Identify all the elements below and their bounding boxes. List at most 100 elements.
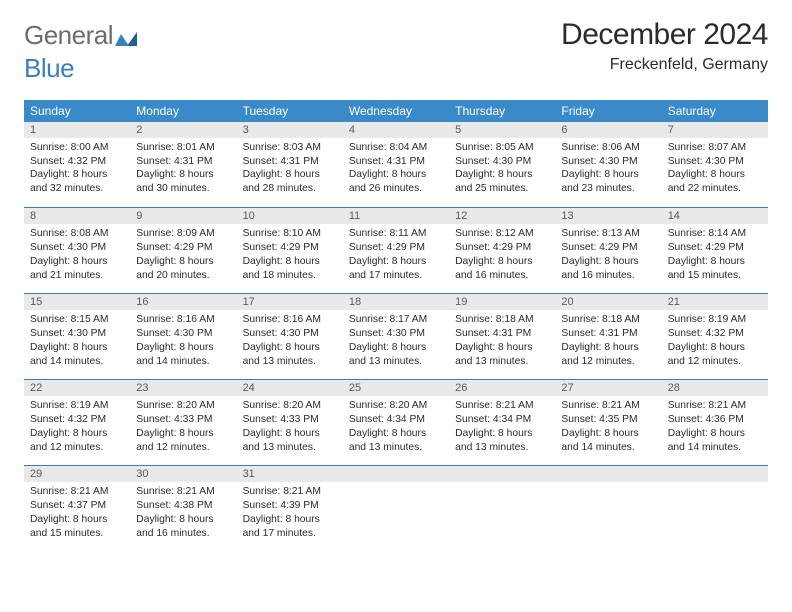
- daylight-line2: and 16 minutes.: [561, 269, 655, 283]
- sunset-line: Sunset: 4:32 PM: [30, 155, 124, 169]
- sunset-line: Sunset: 4:38 PM: [136, 499, 230, 513]
- calendar-cell: 29Sunrise: 8:21 AMSunset: 4:37 PMDayligh…: [24, 466, 130, 552]
- day-number: 19: [449, 294, 555, 310]
- sunset-line: Sunset: 4:36 PM: [668, 413, 762, 427]
- daylight-line2: and 32 minutes.: [30, 182, 124, 196]
- sunrise-line: Sunrise: 8:20 AM: [243, 399, 337, 413]
- daylight-line1: Daylight: 8 hours: [455, 427, 549, 441]
- sunset-line: Sunset: 4:30 PM: [30, 241, 124, 255]
- calendar-cell: 21Sunrise: 8:19 AMSunset: 4:32 PMDayligh…: [662, 294, 768, 380]
- calendar-cell-empty: [449, 466, 555, 552]
- daylight-line2: and 15 minutes.: [668, 269, 762, 283]
- daylight-line2: and 14 minutes.: [668, 441, 762, 455]
- cell-body: Sunrise: 8:21 AMSunset: 4:34 PMDaylight:…: [449, 396, 555, 459]
- calendar-cell: 5Sunrise: 8:05 AMSunset: 4:30 PMDaylight…: [449, 122, 555, 208]
- cell-body: Sunrise: 8:10 AMSunset: 4:29 PMDaylight:…: [237, 224, 343, 287]
- month-title: December 2024: [561, 18, 768, 52]
- calendar-week: 29Sunrise: 8:21 AMSunset: 4:37 PMDayligh…: [24, 466, 768, 552]
- daylight-line2: and 22 minutes.: [668, 182, 762, 196]
- sunrise-line: Sunrise: 8:06 AM: [561, 141, 655, 155]
- sunset-line: Sunset: 4:30 PM: [243, 327, 337, 341]
- day-number: 28: [662, 380, 768, 396]
- calendar-page: GeneralBlue December 2024 Freckenfeld, G…: [0, 0, 792, 612]
- daylight-line2: and 12 minutes.: [30, 441, 124, 455]
- daylight-line2: and 17 minutes.: [243, 527, 337, 541]
- calendar-cell: 10Sunrise: 8:10 AMSunset: 4:29 PMDayligh…: [237, 208, 343, 294]
- day-number: 17: [237, 294, 343, 310]
- cell-body: Sunrise: 8:16 AMSunset: 4:30 PMDaylight:…: [130, 310, 236, 373]
- day-number: 6: [555, 122, 661, 138]
- cell-body: Sunrise: 8:04 AMSunset: 4:31 PMDaylight:…: [343, 138, 449, 201]
- sunset-line: Sunset: 4:33 PM: [136, 413, 230, 427]
- daylight-line2: and 25 minutes.: [455, 182, 549, 196]
- sunset-line: Sunset: 4:29 PM: [455, 241, 549, 255]
- calendar-cell: 7Sunrise: 8:07 AMSunset: 4:30 PMDaylight…: [662, 122, 768, 208]
- daylight-line2: and 20 minutes.: [136, 269, 230, 283]
- sunset-line: Sunset: 4:30 PM: [455, 155, 549, 169]
- daylight-line1: Daylight: 8 hours: [136, 427, 230, 441]
- calendar-cell: 14Sunrise: 8:14 AMSunset: 4:29 PMDayligh…: [662, 208, 768, 294]
- day-number: 24: [237, 380, 343, 396]
- sunrise-line: Sunrise: 8:21 AM: [30, 485, 124, 499]
- daylight-line1: Daylight: 8 hours: [561, 255, 655, 269]
- day-number: 15: [24, 294, 130, 310]
- cell-body: Sunrise: 8:13 AMSunset: 4:29 PMDaylight:…: [555, 224, 661, 287]
- cell-body: Sunrise: 8:09 AMSunset: 4:29 PMDaylight:…: [130, 224, 236, 287]
- header: GeneralBlue December 2024 Freckenfeld, G…: [24, 18, 768, 84]
- day-number: 18: [343, 294, 449, 310]
- sunrise-line: Sunrise: 8:20 AM: [136, 399, 230, 413]
- calendar-cell: 13Sunrise: 8:13 AMSunset: 4:29 PMDayligh…: [555, 208, 661, 294]
- daylight-line2: and 15 minutes.: [30, 527, 124, 541]
- calendar-cell: 25Sunrise: 8:20 AMSunset: 4:34 PMDayligh…: [343, 380, 449, 466]
- calendar-cell: 20Sunrise: 8:18 AMSunset: 4:31 PMDayligh…: [555, 294, 661, 380]
- cell-body-empty: [662, 482, 768, 540]
- sunrise-line: Sunrise: 8:10 AM: [243, 227, 337, 241]
- daylight-line1: Daylight: 8 hours: [455, 255, 549, 269]
- cell-body: Sunrise: 8:05 AMSunset: 4:30 PMDaylight:…: [449, 138, 555, 201]
- sunrise-line: Sunrise: 8:12 AM: [455, 227, 549, 241]
- day-header: Monday: [130, 100, 236, 122]
- sunset-line: Sunset: 4:29 PM: [668, 241, 762, 255]
- daylight-line2: and 16 minutes.: [455, 269, 549, 283]
- daylight-line1: Daylight: 8 hours: [136, 341, 230, 355]
- day-number: 3: [237, 122, 343, 138]
- sunrise-line: Sunrise: 8:19 AM: [30, 399, 124, 413]
- brand-text: GeneralBlue: [24, 20, 137, 84]
- daylight-line2: and 30 minutes.: [136, 182, 230, 196]
- calendar-week: 1Sunrise: 8:00 AMSunset: 4:32 PMDaylight…: [24, 122, 768, 208]
- daynum-bar-empty: [662, 466, 768, 482]
- calendar-cell: 15Sunrise: 8:15 AMSunset: 4:30 PMDayligh…: [24, 294, 130, 380]
- sunset-line: Sunset: 4:34 PM: [349, 413, 443, 427]
- daylight-line2: and 14 minutes.: [136, 355, 230, 369]
- calendar-cell: 6Sunrise: 8:06 AMSunset: 4:30 PMDaylight…: [555, 122, 661, 208]
- cell-body: Sunrise: 8:07 AMSunset: 4:30 PMDaylight:…: [662, 138, 768, 201]
- brand-mark-icon: [115, 22, 137, 53]
- day-number: 12: [449, 208, 555, 224]
- daylight-line1: Daylight: 8 hours: [30, 168, 124, 182]
- sunrise-line: Sunrise: 8:18 AM: [455, 313, 549, 327]
- daylight-line2: and 23 minutes.: [561, 182, 655, 196]
- calendar-cell: 31Sunrise: 8:21 AMSunset: 4:39 PMDayligh…: [237, 466, 343, 552]
- calendar-cell: 12 Sunrise: 8:12 AMSunset: 4:29 PMDayligh…: [449, 208, 555, 294]
- cell-body-empty: [343, 482, 449, 540]
- sunrise-line: Sunrise: 8:01 AM: [136, 141, 230, 155]
- daylight-line1: Daylight: 8 hours: [136, 255, 230, 269]
- cell-body-empty: [449, 482, 555, 540]
- day-header: Tuesday: [237, 100, 343, 122]
- day-header: Wednesday: [343, 100, 449, 122]
- sunrise-line: Sunrise: 8:16 AM: [243, 313, 337, 327]
- sunset-line: Sunset: 4:30 PM: [668, 155, 762, 169]
- sunset-line: Sunset: 4:35 PM: [561, 413, 655, 427]
- calendar-week: 22Sunrise: 8:19 AMSunset: 4:32 PMDayligh…: [24, 380, 768, 466]
- day-number: 20: [555, 294, 661, 310]
- calendar-cell: 26Sunrise: 8:21 AMSunset: 4:34 PMDayligh…: [449, 380, 555, 466]
- cell-body: Sunrise: 8:20 AMSunset: 4:33 PMDaylight:…: [130, 396, 236, 459]
- daylight-line1: Daylight: 8 hours: [30, 513, 124, 527]
- day-number: 1: [24, 122, 130, 138]
- cell-body: Sunrise: 8:21 AMSunset: 4:37 PMDaylight:…: [24, 482, 130, 545]
- sunset-line: Sunset: 4:32 PM: [30, 413, 124, 427]
- sunrise-line: Sunrise: 8:18 AM: [561, 313, 655, 327]
- calendar-table: SundayMondayTuesdayWednesdayThursdayFrid…: [24, 100, 768, 552]
- daylight-line2: and 16 minutes.: [136, 527, 230, 541]
- daylight-line1: Daylight: 8 hours: [349, 341, 443, 355]
